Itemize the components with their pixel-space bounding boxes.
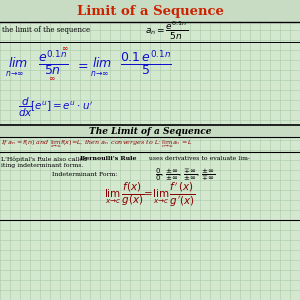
Text: $\lim_{x\to c}\,\dfrac{f(x)}{g(x)} = \lim_{x\to c}\,\dfrac{f'(x)}{g'(x)}$: $\lim_{x\to c}\,\dfrac{f(x)}{g(x)} = \li… xyxy=(104,181,196,209)
Text: iting indeterminant forms.: iting indeterminant forms. xyxy=(1,164,83,169)
Text: $\dfrac{0}{0},\;\dfrac{\pm\infty}{\pm\infty},\;\dfrac{\mp\infty}{\pm\infty},\;\d: $\dfrac{0}{0},\;\dfrac{\pm\infty}{\pm\in… xyxy=(155,167,216,183)
Text: $=$: $=$ xyxy=(75,58,89,71)
Text: Indeterminant Form:: Indeterminant Form: xyxy=(52,172,123,178)
Text: $\mathit{lim}$: $\mathit{lim}$ xyxy=(8,56,28,70)
Text: $\dfrac{d}{dx}\!\left[e^{u}\right] = e^{u}\cdot u'$: $\dfrac{d}{dx}\!\left[e^{u}\right] = e^{… xyxy=(18,95,93,119)
Bar xyxy=(0,125,300,137)
Text: $n\!\to\!\infty$: $n\!\to\!\infty$ xyxy=(90,68,109,77)
Text: $n\!\to\!\infty$: $n\!\to\!\infty$ xyxy=(5,68,24,77)
Text: uses derivatives to evaluate lim-: uses derivatives to evaluate lim- xyxy=(147,157,250,161)
Text: $\dfrac{e^{0.1n}}{5n}$: $\dfrac{e^{0.1n}}{5n}$ xyxy=(38,48,68,78)
Text: $\mathit{lim}$: $\mathit{lim}$ xyxy=(92,56,112,70)
Text: $\dfrac{0.1\,e^{0.1n}}{5}$: $\dfrac{0.1\,e^{0.1n}}{5}$ xyxy=(120,48,172,78)
Text: The Limit of a Sequence: The Limit of a Sequence xyxy=(89,127,211,136)
Bar xyxy=(0,0,300,22)
Text: Bernoulli's Rule: Bernoulli's Rule xyxy=(80,157,136,161)
Text: $\infty$: $\infty$ xyxy=(48,74,56,82)
Text: $\infty$: $\infty$ xyxy=(61,44,69,52)
Text: Limit of a Sequence: Limit of a Sequence xyxy=(76,4,224,17)
Text: the limit of the sequence: the limit of the sequence xyxy=(2,26,90,34)
Text: If $a_n = f(n)$ and $\lim_{x\to\infty} f(x) = L$, then $a_n$ converges to $L$: $: If $a_n = f(n)$ and $\lim_{x\to\infty} f… xyxy=(1,138,193,150)
Text: $a_n = \dfrac{e^{0.1n}}{5n}$: $a_n = \dfrac{e^{0.1n}}{5n}$ xyxy=(145,20,188,42)
Text: L'Hôpital's Rule also called: L'Hôpital's Rule also called xyxy=(1,156,89,162)
